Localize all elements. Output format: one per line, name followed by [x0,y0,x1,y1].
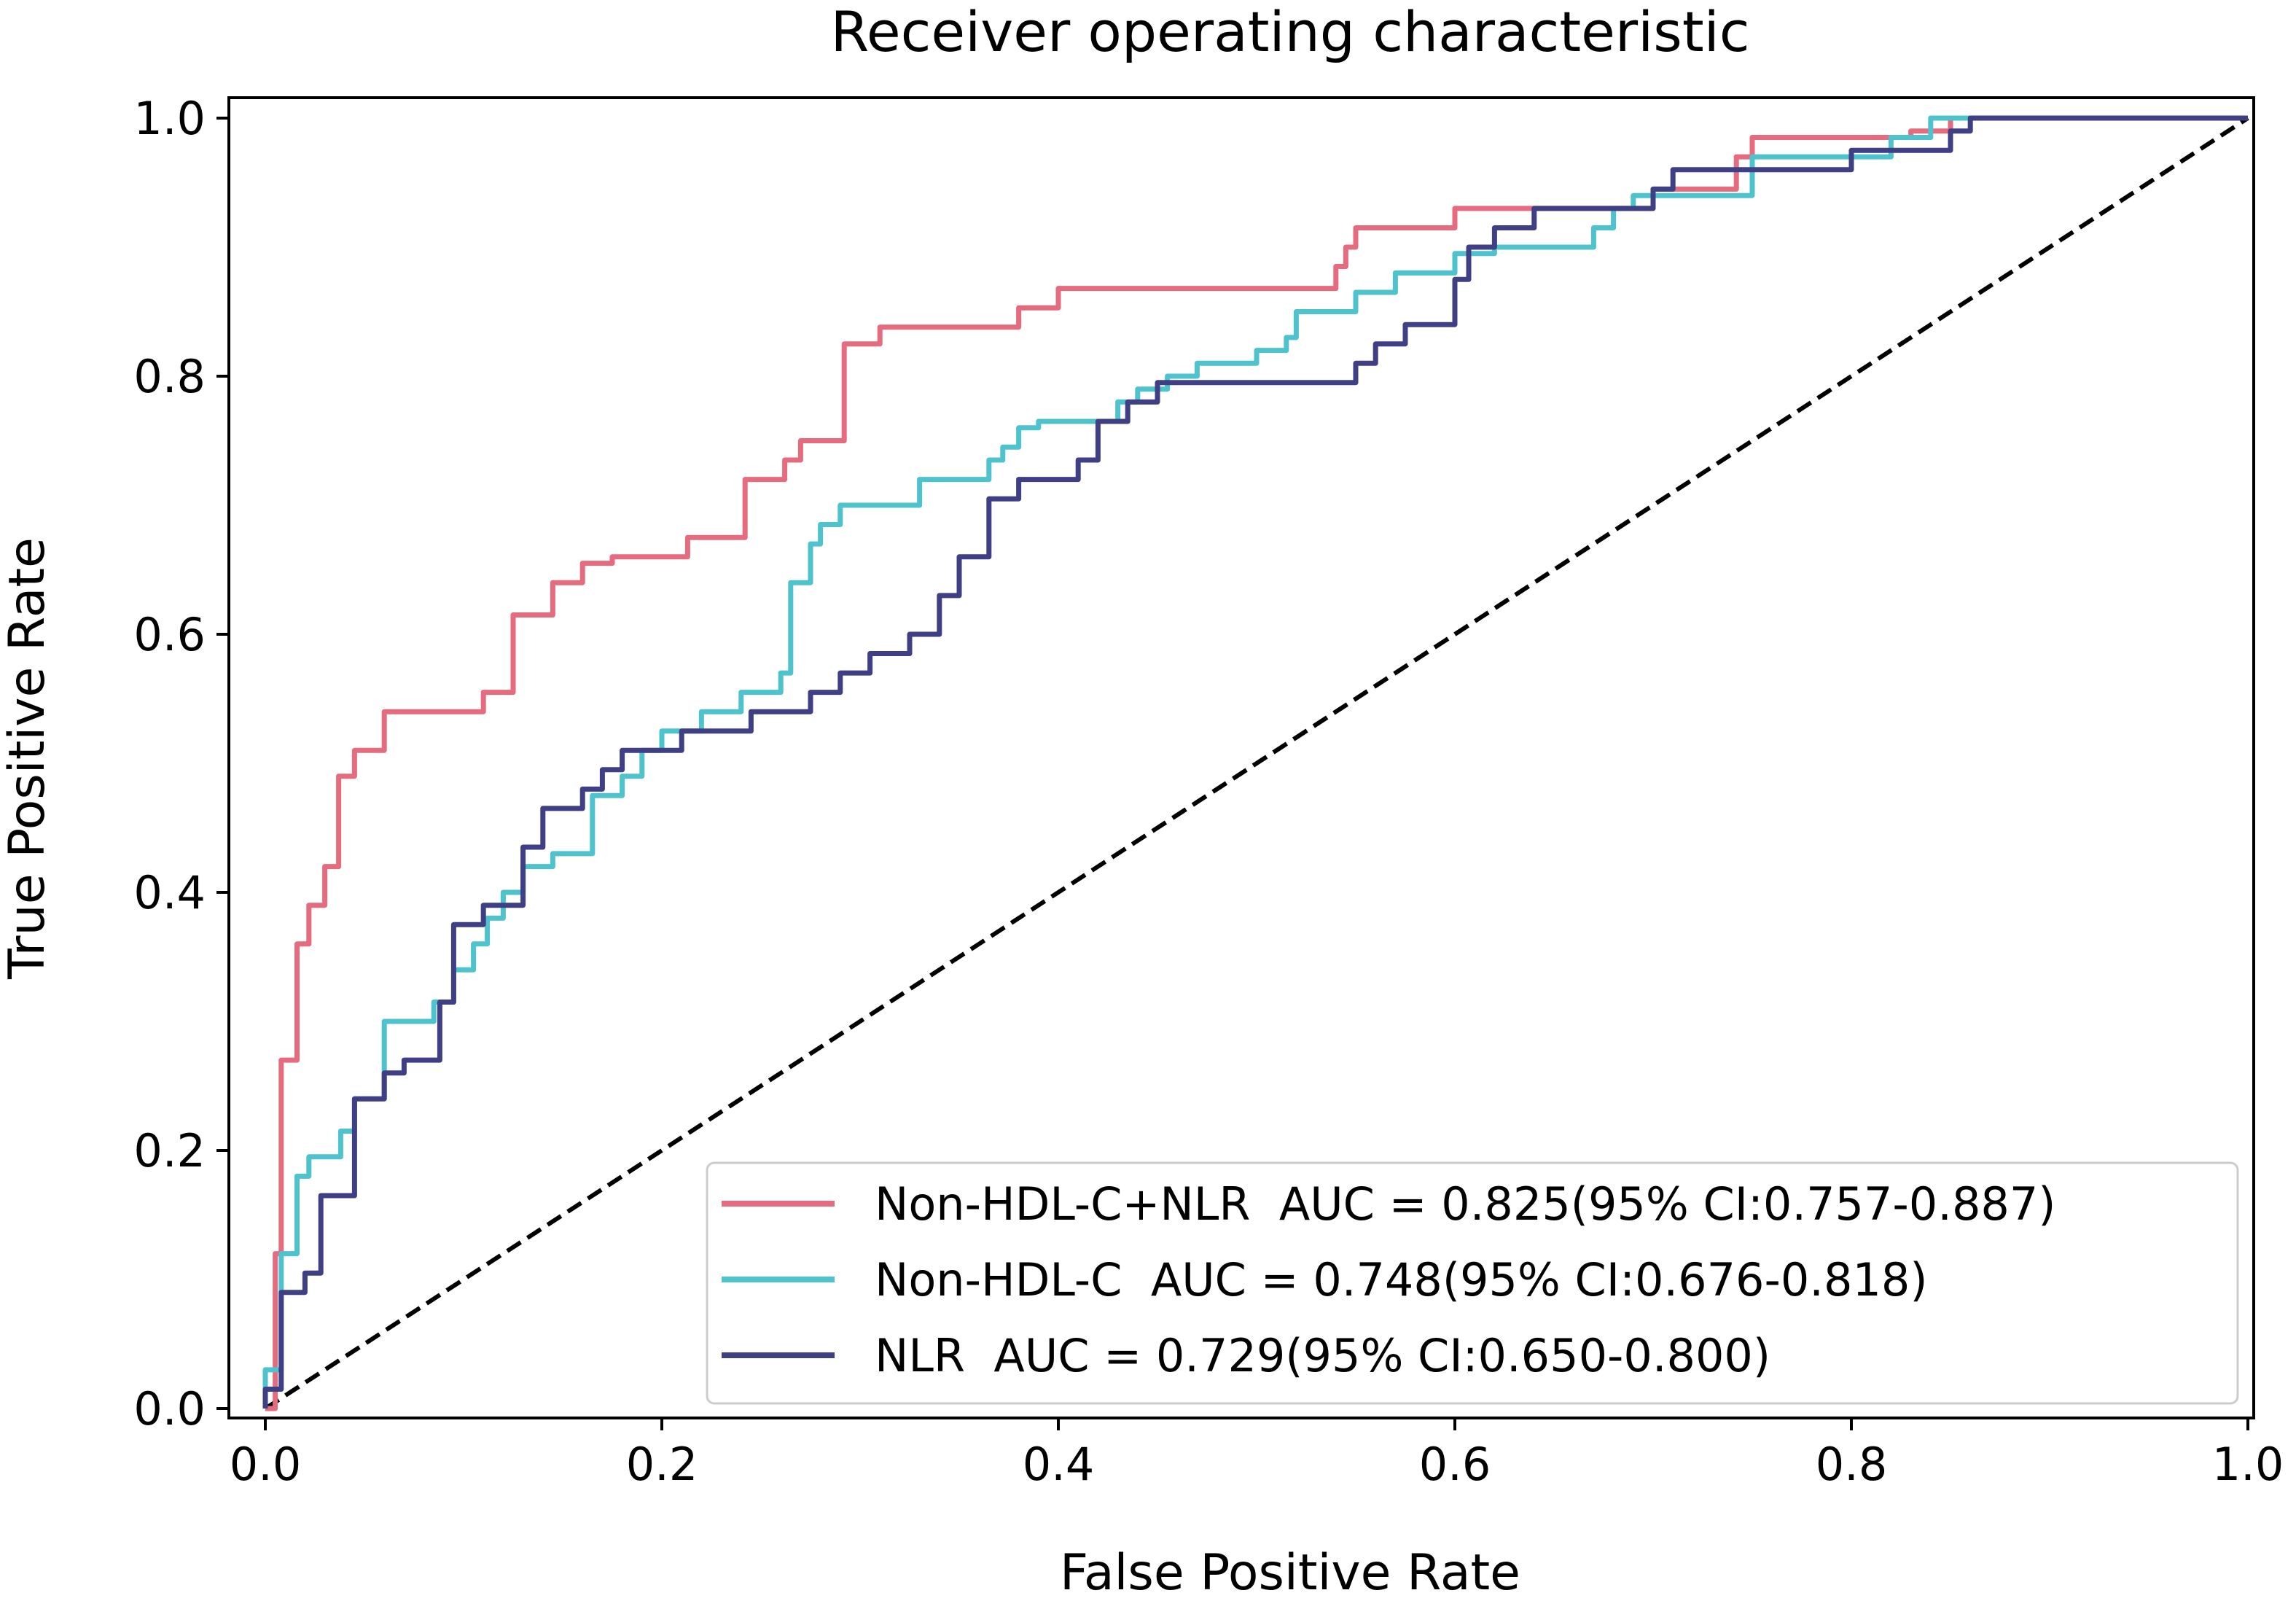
y-tick-label: 0.6 [133,608,206,661]
x-tick-label: 0.8 [1816,1438,1888,1491]
y-tick-label: 0.2 [133,1124,206,1177]
plot-frame [227,96,2255,1419]
series-nlr [262,115,2248,1409]
legend-label-non-hdl-c-nlr: Non-HDL-C+NLR AUC = 0.825(95% CI:0.757-0… [875,1177,2055,1231]
x-tick-label: 0.2 [626,1438,698,1491]
y-axis-title: True Positive Rate [0,537,56,980]
chart-title: Receiver operating characteristic [830,0,1749,64]
legend-label-nlr: NLR AUC = 0.729(95% CI:0.650-0.800) [875,1329,1770,1382]
series-layer [262,115,2249,1411]
x-tick-label: 0.0 [230,1438,302,1491]
legend-box [706,1161,2239,1405]
x-axis: 0.0 0.2 0.4 0.6 0.8 1.0 [230,1418,2284,1491]
legend: Non-HDL-C+NLR AUC = 0.825(95% CI:0.757-0… [706,1161,2239,1405]
x-tick-label: 0.4 [1023,1438,1095,1491]
x-axis-title: False Positive Rate [1060,1544,1520,1602]
y-tick-label: 0.4 [133,866,206,919]
x-tick-label: 1.0 [2212,1438,2284,1491]
x-tick-label: 0.6 [1419,1438,1491,1491]
y-tick-label: 1.0 [133,92,206,145]
y-axis: 0.0 0.2 0.4 0.6 0.8 1.0 [133,92,229,1435]
y-tick-label: 0.0 [133,1382,206,1435]
chance-diagonal [264,116,2249,1411]
legend-label-non-hdl-c: Non-HDL-C AUC = 0.748(95% CI:0.676-0.818… [875,1253,1928,1306]
y-tick-label: 0.8 [133,350,206,403]
